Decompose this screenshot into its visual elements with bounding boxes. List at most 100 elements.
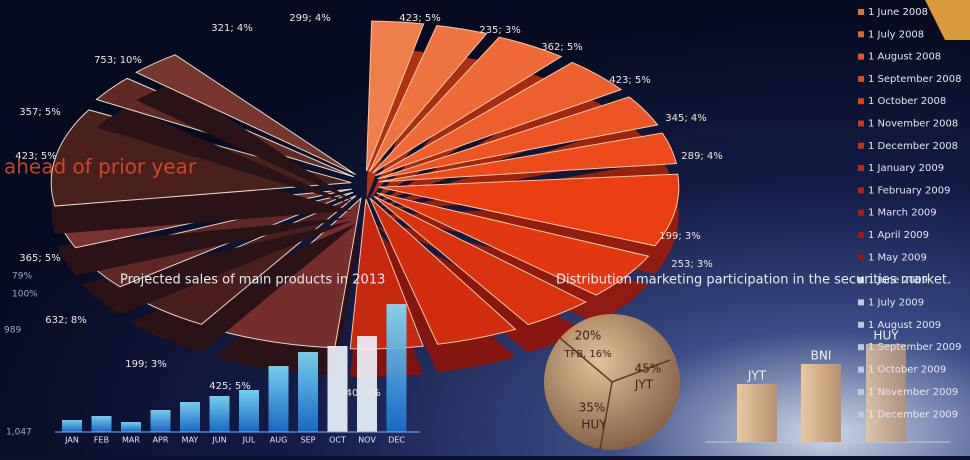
month-label: JUN: [211, 436, 226, 445]
month-bar: [150, 410, 171, 432]
legend-swatch: [858, 187, 864, 194]
pie-label: 289; 4%: [681, 151, 723, 162]
pie-label: 423; 5%: [399, 13, 441, 24]
legend-swatch: [858, 53, 864, 60]
pie-label: 632; 8%: [45, 315, 87, 326]
legend-swatch: [858, 277, 864, 283]
side-label: 100%: [12, 290, 38, 300]
pie-label: 753; 10%: [94, 55, 142, 66]
pie-label: 345; 4%: [665, 113, 707, 124]
legend-label: 1 August 2009: [868, 320, 941, 331]
pie-slice: [377, 96, 659, 180]
pie-slice: [376, 192, 650, 296]
pie-label: 425; 5%: [209, 381, 251, 392]
legend-swatch: [858, 366, 864, 373]
pie-label: 423; 5%: [609, 75, 651, 86]
pie-slice: [375, 61, 623, 177]
legend-swatch: [858, 411, 864, 418]
small-pie-label: 35%: [579, 401, 606, 415]
month-bar: [386, 304, 407, 432]
legend-label: 1 November 2009: [868, 387, 958, 398]
company-bar: [866, 344, 906, 442]
pie-slice-side: [96, 106, 354, 205]
legend-swatch: [858, 344, 864, 351]
legend-swatch: [858, 9, 864, 15]
legend-swatch: [858, 142, 864, 149]
legend-label: 1 July 2009: [868, 297, 924, 308]
legend-label: 1 October 2009: [868, 365, 946, 376]
legend-swatch: [858, 31, 864, 38]
legend-label: 1 January 2009: [868, 163, 944, 174]
month-bar: [62, 420, 82, 432]
month-bar: [357, 336, 377, 432]
month-bars: [55, 304, 420, 433]
pie-label: 321; 4%: [211, 23, 253, 34]
month-label: NOV: [358, 436, 376, 445]
legend-label: 1 December 2009: [868, 409, 958, 420]
legend-label: 1 November 2008: [868, 119, 958, 130]
legend-swatch: [858, 232, 864, 238]
pie-label: 423; 5%: [15, 151, 57, 162]
pie-label: 199; 3%: [659, 231, 701, 242]
legend-label: 1 April 2009: [868, 230, 929, 241]
month-bar: [239, 390, 259, 432]
chart-title: Projected sales of main products in 2013: [120, 273, 385, 288]
pie-slice: [378, 132, 678, 183]
month-label: OCT: [329, 436, 346, 445]
legend-label: 1 September 2009: [868, 342, 961, 353]
pie-chart: [50, 20, 680, 377]
pie-label: 199; 3%: [125, 359, 167, 370]
pie-slice-side: [136, 82, 356, 203]
pie-slice: [378, 173, 680, 247]
side-label: 1,047: [6, 428, 32, 438]
legend-label: 1 June 2009: [868, 275, 928, 286]
company-label: HUY: [873, 329, 899, 343]
small-pie-label: JYT: [634, 378, 654, 392]
company-bar: [737, 384, 777, 442]
legend-label: 1 May 2009: [868, 252, 927, 263]
month-label: JAN: [64, 436, 79, 445]
labels: 423; 5% 235; 3% 362; 5% 423; 5% 345; 4% 289; …: [4, 7, 961, 445]
small-pie-label: HUY: [581, 418, 607, 432]
pie-label: 340; 4%: [339, 388, 381, 399]
legend-label: 1 June 2008: [868, 7, 928, 18]
pie-slice: [368, 24, 488, 173]
legend-swatch: [858, 209, 864, 216]
legend-label: 1 March 2009: [868, 208, 937, 219]
month-bar: [91, 416, 112, 432]
chart-title: Distribution marketing participation in …: [556, 273, 951, 288]
corner-tab: [925, 0, 970, 40]
pie-label: 357; 5%: [19, 107, 61, 118]
pie-label: 299; 4%: [289, 13, 331, 24]
legend-swatch: [858, 299, 864, 306]
legend-swatch: [858, 98, 864, 105]
legend-label: 1 October 2008: [868, 96, 946, 107]
pie-slice: [369, 197, 517, 345]
legend-label: 1 February 2009: [868, 185, 950, 196]
month-label: MAY: [182, 436, 199, 445]
pie-slice: [373, 195, 587, 326]
legend-label: 1 December 2008: [868, 141, 958, 152]
pie-label: 365; 5%: [19, 253, 61, 264]
pie-slice-side: [81, 220, 354, 315]
legend-label: 1 September 2008: [868, 74, 961, 85]
legend-swatch: [858, 254, 864, 261]
company-bar: [801, 364, 841, 442]
company-label: BNI: [811, 349, 832, 363]
month-bar: [180, 402, 200, 432]
pie-slice: [365, 20, 425, 172]
small-pie-label: TFB, 16%: [563, 349, 611, 360]
legend-swatch: [858, 165, 864, 172]
overlay-text: ahead of prior year: [4, 155, 197, 179]
month-label: FEB: [94, 436, 109, 445]
month-label: APR: [153, 436, 169, 445]
legend-swatch: [858, 75, 864, 82]
side-label: 989: [4, 326, 21, 336]
legend-swatch: [858, 120, 864, 127]
pie-label: 253; 3%: [671, 259, 713, 270]
month-label: MAR: [122, 436, 140, 445]
legend-label: 1 August 2008: [868, 52, 941, 63]
side-label: 79%: [12, 272, 32, 282]
small-pie-label: 45%: [635, 362, 662, 376]
